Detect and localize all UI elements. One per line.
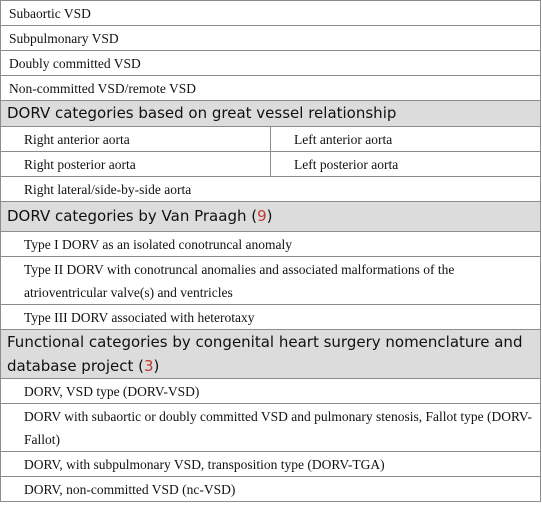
functional-item: DORV, with subpulmonary VSD, transpositi… xyxy=(0,451,541,477)
dorv-classification-table: Subaortic VSD Subpulmonary VSD Doubly co… xyxy=(0,0,541,502)
heading-close: ) xyxy=(153,357,160,375)
great-vessel-cell: Right lateral/side-by-side aorta xyxy=(0,176,541,202)
vsd-type-cell: Subpulmonary VSD xyxy=(0,25,541,51)
great-vessel-cell: Right anterior aorta xyxy=(0,126,271,152)
heading-close: ) xyxy=(266,207,273,225)
vsd-type-cell: Doubly committed VSD xyxy=(0,50,541,76)
heading-text: Functional categories by congenital hear… xyxy=(7,333,523,375)
functional-item: DORV, non-committed VSD (nc-VSD) xyxy=(0,476,541,502)
van-praagh-item: Type III DORV associated with heterotaxy xyxy=(0,304,541,330)
great-vessel-cell: Right posterior aorta xyxy=(0,151,271,177)
vsd-type-cell: Non-committed VSD/remote VSD xyxy=(0,75,541,101)
great-vessel-cell: Left anterior aorta xyxy=(270,126,541,152)
van-praagh-item: Type I DORV as an isolated conotruncal a… xyxy=(0,231,541,257)
vsd-type-cell: Subaortic VSD xyxy=(0,0,541,26)
section-heading-great-vessel: DORV categories based on great vessel re… xyxy=(0,100,541,127)
section-heading-van-praagh: DORV categories by Van Praagh (9) xyxy=(0,201,541,232)
reference-link[interactable]: 3 xyxy=(144,357,154,375)
reference-link[interactable]: 9 xyxy=(257,207,267,225)
functional-item: DORV, VSD type (DORV-VSD) xyxy=(0,378,541,404)
section-heading-functional: Functional categories by congenital hear… xyxy=(0,329,541,379)
van-praagh-item: Type II DORV with conotruncal anomalies … xyxy=(0,256,541,305)
functional-item: DORV with subaortic or doubly committed … xyxy=(0,403,541,452)
heading-text: DORV categories by Van Praagh ( xyxy=(7,207,258,225)
great-vessel-cell: Left posterior aorta xyxy=(270,151,541,177)
